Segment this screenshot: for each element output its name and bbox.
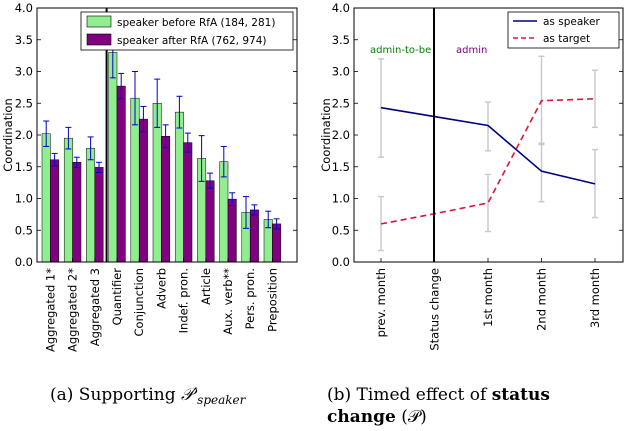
bar-after [183, 142, 193, 263]
chart-a-ytick-label: 0.5 [15, 223, 33, 237]
chart-a-xtick-label: Indef. pron. [177, 268, 191, 333]
chart-a-ytick-label: 3.5 [15, 33, 33, 47]
bar-after [138, 118, 148, 263]
line-as-target [380, 98, 596, 225]
bar-after [227, 198, 237, 263]
chart-a-ytick-label: 2.5 [15, 96, 33, 110]
chart-b-caption-line1: (b) Timed effect of status [327, 385, 550, 405]
bar-after [205, 180, 215, 263]
chart-b-ytick-label: 3.0 [332, 65, 350, 79]
chart-b-xtick-label: Status change [428, 268, 442, 351]
bar-before [63, 137, 73, 263]
legend-label-speaker: as speaker [543, 16, 600, 28]
chart-a-xtick-label: Article [199, 268, 213, 305]
chart-b-ytick-label: 0.0 [332, 255, 350, 269]
chart-a-ytick-label: 1.5 [15, 160, 33, 174]
bar-after [116, 85, 126, 263]
chart-a-caption: (a) Supporting 𝒫′speaker [50, 385, 247, 407]
chart-b-xtick-label: 2nd month [535, 268, 549, 331]
legend-swatch-before [86, 15, 112, 28]
bar-after [161, 136, 171, 263]
chart-b-ylabel: Coordination [319, 98, 333, 172]
chart-b-caption-line2: change (𝒫) [327, 407, 427, 427]
bar-before [108, 52, 118, 263]
annotation-admin: admin [456, 45, 487, 56]
chart-b-ytick-label: 1.5 [332, 160, 350, 174]
bar-before [174, 111, 184, 263]
chart-a-legend: speaker before RfA (184, 281) speaker af… [80, 11, 294, 51]
chart-b-xtick-label: prev. month [374, 268, 388, 337]
bar-after [50, 159, 60, 263]
chart-a-xtick-label: Aux. verb** [221, 268, 235, 335]
chart-b-ytick-label: 3.5 [332, 33, 350, 47]
legend-label-before: speaker before RfA (184, 281) [117, 17, 275, 29]
legend-swatch-after [86, 33, 112, 46]
chart-a-xtick-label: Quantifier [110, 268, 124, 326]
chart-b-xtick-label: 3rd month [588, 268, 602, 328]
chart-a-xtick-label: Aggregated 1* [43, 268, 57, 352]
chart-a-xtick-label: Aggregated 2* [66, 268, 80, 352]
chart-a-ytick-label: 2.0 [15, 128, 33, 142]
chart-a-xtick-label: Conjunction [132, 268, 146, 336]
legend-label-after: speaker after RfA (762, 974) [117, 35, 267, 47]
bar-before [86, 148, 96, 263]
chart-b-ytick-label: 2.0 [332, 128, 350, 142]
chart-b-error-bars [378, 55, 598, 252]
chart-a-xtick-label: Pers. pron. [243, 268, 257, 329]
chart-a-ytick-label: 4.0 [15, 1, 33, 15]
bar-after [249, 209, 259, 263]
chart-a-ytick-label: 1.0 [15, 192, 33, 206]
chart-b-ytick-label: 4.0 [332, 1, 350, 15]
chart-b-xtick-label: 1st month [481, 268, 495, 327]
chart-b-lines [380, 98, 596, 225]
chart-a-xtick-label: Adverb [154, 268, 168, 309]
chart-b-legend: as speaker as target [507, 11, 620, 49]
chart-b-ytick-label: 0.5 [332, 223, 350, 237]
chart-a-xtick-label: Preposition [265, 268, 279, 332]
bar-after [72, 162, 82, 263]
legend-label-target: as target [543, 33, 590, 45]
chart-b-ytick-label: 2.5 [332, 96, 350, 110]
chart-b-ytick-label: 1.0 [332, 192, 350, 206]
chart-a-ytick-label: 3.0 [15, 65, 33, 79]
line-as-speaker [380, 106, 596, 185]
bar-after [272, 223, 282, 263]
chart-a: 0.0 0.5 1.0 1.5 2.0 2.5 3.0 3.5 4.0 Aggregated 1… [1, 1, 298, 407]
annotation-admin-to-be: admin-to-be [370, 45, 431, 56]
chart-a-bars [41, 8, 282, 263]
chart-b: 0.0 0.5 1.0 1.5 2.0 2.5 3.0 3.5 4.0 prev. month S… [319, 1, 624, 427]
bar-before [41, 133, 51, 263]
bar-after [94, 167, 104, 263]
chart-a-xtick-label: Aggregated 3 [88, 268, 102, 346]
chart-a-ylabel: Coordination [1, 98, 15, 172]
chart-a-ytick-label: 0.0 [15, 255, 33, 269]
